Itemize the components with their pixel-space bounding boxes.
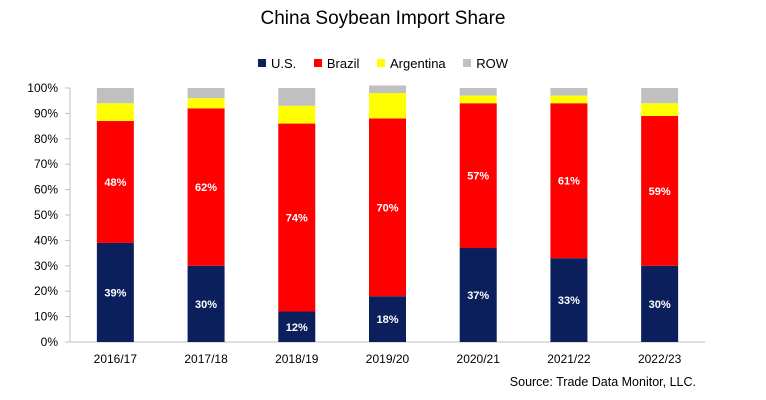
legend-swatch-argentina: [377, 59, 385, 67]
bar-segment: [550, 88, 588, 96]
y-tick-label: 40%: [34, 233, 58, 247]
bar-segment: [278, 311, 316, 342]
x-tick-label: 2019/20: [366, 352, 410, 366]
x-tick-label: 2016/17: [94, 352, 138, 366]
bar-segment: [369, 85, 406, 94]
data-label: 62%: [195, 182, 217, 194]
bar-segment: [459, 248, 497, 342]
x-tick-label: 2021/22: [547, 352, 591, 366]
bar-segment: [641, 88, 679, 104]
legend-swatch-row: [463, 59, 472, 67]
source-note: Source: Trade Data Monitor, LLC.: [509, 375, 696, 389]
data-label: 48%: [104, 177, 126, 189]
bar-segment: [550, 103, 588, 259]
data-label: 70%: [376, 202, 398, 214]
data-label: 18%: [376, 314, 398, 326]
bar-segment: [187, 98, 225, 109]
bar-segment: [96, 242, 134, 342]
data-label: 61%: [558, 176, 580, 188]
legend-swatch-us: [257, 59, 266, 67]
bar-segment: [96, 88, 134, 104]
data-label: 30%: [649, 299, 671, 311]
bar-segment: [641, 115, 679, 266]
y-tick-label: 50%: [34, 208, 58, 222]
x-tick-label: 2022/23: [638, 352, 682, 366]
bar-segment: [369, 118, 406, 297]
y-tick-label: 80%: [34, 132, 58, 146]
bar-segment: [641, 103, 679, 116]
legend-label-row: ROW: [476, 55, 509, 71]
bar-segment: [369, 296, 406, 342]
legend-label-brazil: Brazil: [326, 55, 360, 71]
x-tick-label: 2018/19: [275, 352, 319, 366]
legend-item-brazil: Brazil: [313, 55, 360, 71]
y-tick-label: 60%: [34, 183, 58, 197]
y-tick-label: 70%: [34, 157, 58, 171]
bar-segment: [96, 121, 134, 243]
y-tick-label: 90%: [34, 106, 58, 120]
y-tick-label: 0%: [41, 335, 59, 349]
bar-segment: [187, 265, 225, 342]
legend-item-us: U.S.: [257, 55, 297, 71]
x-tick-label: 2017/18: [184, 352, 228, 366]
bar-segment: [550, 258, 588, 342]
y-tick-label: 100%: [27, 81, 58, 95]
data-label: 39%: [104, 287, 126, 299]
legend-swatch-brazil: [313, 59, 322, 67]
bar-segment: [459, 88, 497, 96]
data-label: 12%: [286, 322, 308, 334]
legend-item-argentina: Argentina: [377, 56, 446, 71]
bar-segment: [278, 105, 316, 124]
y-tick-label: 30%: [34, 259, 58, 273]
chart-title: China Soybean Import Share: [260, 8, 506, 29]
y-tick-label: 10%: [34, 310, 58, 324]
bar-segment: [369, 93, 406, 119]
data-label: 37%: [467, 290, 489, 302]
legend-item-row: ROW: [463, 56, 508, 71]
bar-segment: [641, 265, 679, 342]
x-tick-label: 2020/21: [457, 352, 501, 366]
data-label: 30%: [195, 299, 217, 311]
legend-label-us: U.S.: [270, 55, 297, 71]
data-label: 59%: [649, 186, 671, 198]
y-tick-label: 20%: [34, 284, 58, 298]
bar-segment: [278, 123, 316, 312]
data-label: 57%: [467, 171, 489, 183]
bar-segment: [459, 95, 497, 104]
bar-segment: [550, 95, 588, 104]
data-label: 33%: [558, 295, 580, 307]
bar-segment: [278, 88, 316, 106]
legend-label-argentina: Argentina: [390, 55, 446, 71]
bar-segment: [187, 108, 225, 266]
legend: U.S. Brazil Argentina ROW: [0, 55, 766, 71]
bar-segment: [459, 103, 497, 249]
bar-segment: [187, 88, 225, 99]
bar-segment: [96, 103, 134, 122]
data-label: 74%: [286, 213, 308, 225]
